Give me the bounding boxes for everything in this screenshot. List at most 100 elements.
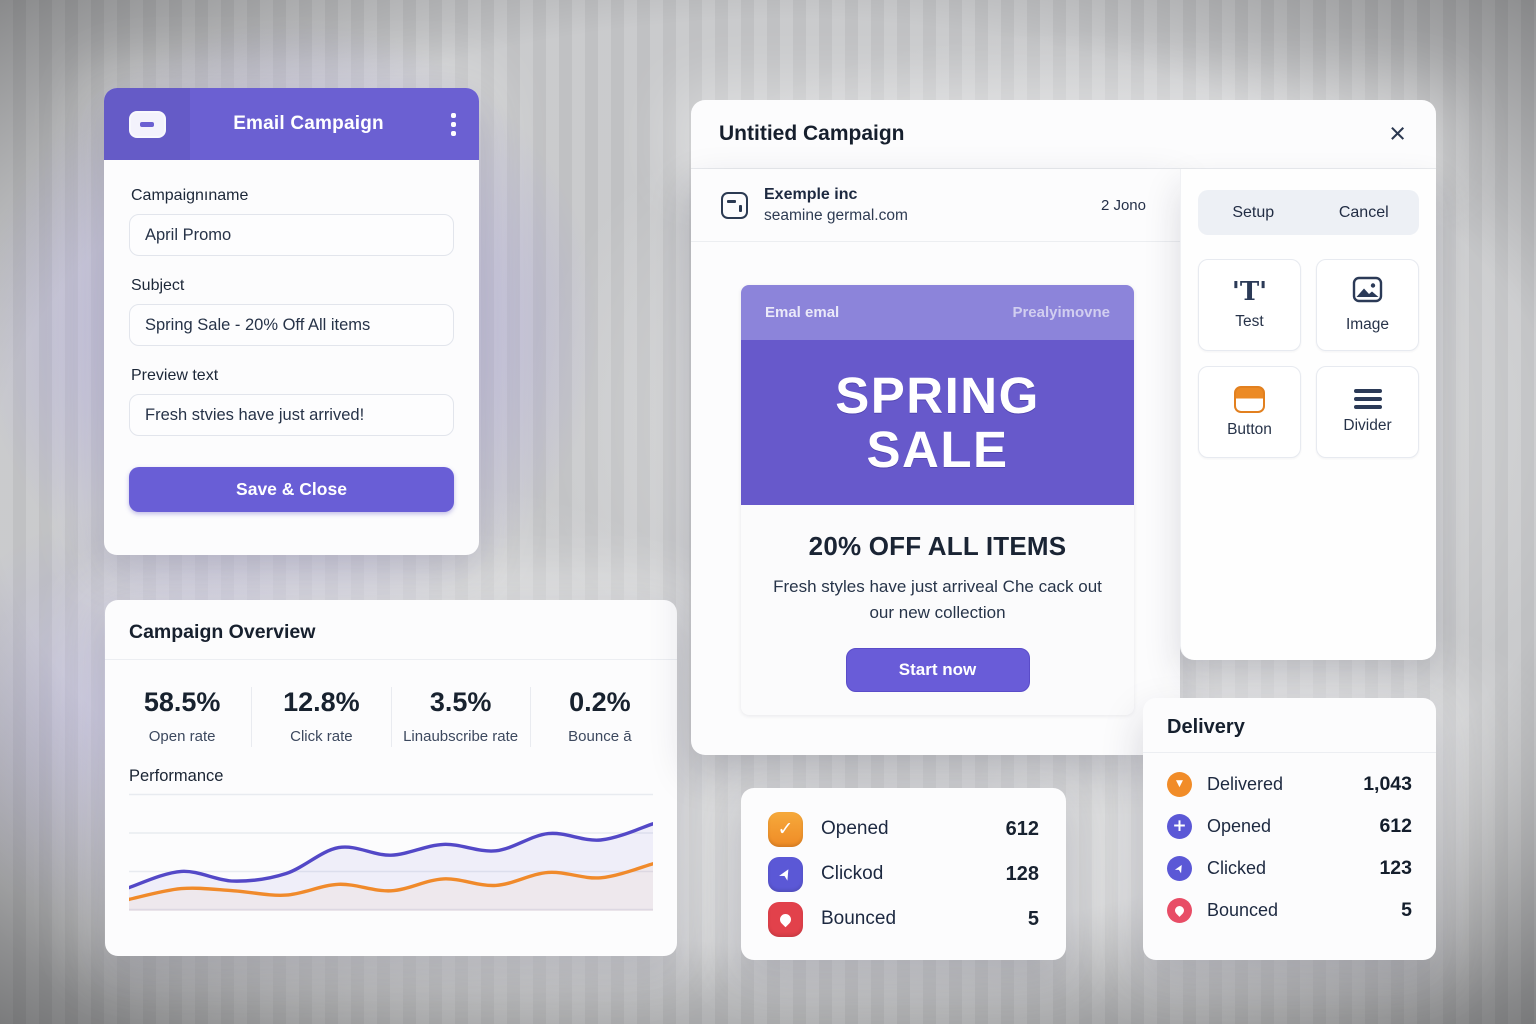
cursor-icon: ➤ [768,856,803,892]
delivery-row-value: 612 [1379,814,1412,837]
performance-label: Performance [129,767,224,786]
sender-row: Exemple inc seamine germal.com 2 Jono [691,169,1180,242]
close-icon[interactable]: × [1389,117,1406,150]
stat-row-value: 612 [1005,817,1039,840]
banner-line-2: SALE [866,420,1009,478]
delivery-row-opened: + Opened 612 [1167,805,1412,847]
stat-row-label: Opened [821,818,889,839]
stat-value: 0.2% [569,687,631,717]
delivery-row-bounced: Bounced 5 [1167,889,1412,931]
stat-unsubscribe-rate: 3.5% Linaubscribe rate [390,687,530,748]
campaign-overview-panel: Campaign Overview 58.5% Open rate 12.8% … [105,600,677,956]
block-label: Test [1235,313,1264,330]
delivery-row-value: 1,043 [1363,772,1412,795]
delivery-row-value: 123 [1379,856,1412,879]
block-label: Button [1227,420,1272,438]
block-button[interactable]: Button [1198,366,1301,458]
delivery-rows: ▼ Delivered 1,043 + Opened 612 ➤ Clicked… [1143,753,1436,931]
email-campaign-header: Email Campaign [104,88,479,160]
block-label: Image [1345,316,1390,333]
stat-value: 12.8% [283,687,360,717]
delivery-row-label: Opened [1207,815,1272,836]
cursor-icon: ➤ [1167,855,1192,881]
preview-text-input[interactable] [129,394,454,436]
stat-value: 58.5% [143,687,221,717]
block-divider[interactable]: Divider [1316,366,1419,458]
button-icon [1234,385,1265,413]
sender-email: seamine germal.com [764,206,908,224]
stat-row-bounced: Bounced 5 [768,897,1039,942]
delivery-panel: Delivery ▼ Delivered 1,043 + Opened 612 … [1143,698,1436,960]
spring-sale-banner: SPRING SALE [741,340,1134,505]
delivery-row-delivered: ▼ Delivered 1,043 [1167,763,1412,805]
email-preview-content: 20% OFF ALL ITEMS Fresh styles have just… [741,505,1134,692]
image-icon [1352,276,1383,308]
banner-line-1: SPRING [835,367,1040,425]
email-topbar-left-label: Emal emal [765,304,840,321]
stat-row-label: Clickod [821,863,884,884]
tab-setup[interactable]: Setup [1232,203,1275,221]
plus-icon: + [1167,813,1192,839]
stat-label: Click rate [290,728,353,745]
campaign-name-label: Campaignıname [131,187,249,204]
drop-icon [1167,897,1192,923]
campaign-name-input[interactable] [129,214,454,256]
offer-headline: 20% OFF ALL ITEMS [808,531,1067,561]
stat-label: Bounce ā [568,728,632,745]
untitled-campaign-title: Untitied Campaign [719,122,905,145]
untitled-campaign-body: Exemple inc seamine germal.com 2 Jono Em… [691,169,1180,755]
envelope-icon [128,110,166,138]
preview-text-label: Preview text [131,367,219,384]
stat-open-rate: 58.5% Open rate [113,687,251,747]
email-campaign-modal: Email Campaign Campaignıname Subject Pre… [104,88,479,555]
stat-click-rate: 12.8% Click rate [251,687,390,748]
sender-info: Exemple inc seamine germal.com [764,186,908,225]
performance-line-chart [129,794,653,912]
stat-label: Linaubscribe rate [403,728,519,745]
sender-name: Exemple inc [764,185,858,203]
email-preview-topbar: Emal emal Prealyimovne [741,285,1134,340]
block-label: Divider [1343,416,1392,434]
stat-bounce-rate: 0.2% Bounce ā [529,687,669,748]
campaign-overview-title: Campaign Overview [105,600,677,660]
offer-body-text: Fresh styles have just arriveal Che cack… [773,577,1102,623]
funnel-icon: ▼ [1167,771,1192,797]
setup-cancel-segmented-control: Setup Cancel [1198,190,1419,235]
kebab-menu-icon[interactable] [427,112,479,136]
delivery-row-label: Bounced [1207,899,1279,920]
delivery-row-label: Clicked [1207,857,1267,878]
content-blocks-grid: 'T' Test Image Button Divider [1198,259,1419,458]
check-icon: ✓ [768,811,803,847]
stats-row: 58.5% Open rate 12.8% Click rate 3.5% Li… [105,660,677,765]
stat-row-label: Bounced [821,908,897,929]
delivery-title: Delivery [1143,698,1436,753]
subject-label: Subject [131,277,185,294]
editor-sidebar: Setup Cancel 'T' Test Image B [1180,169,1436,660]
email-topbar-right-label: Prealyimovne [1012,304,1110,321]
delivery-row-label: Delivered [1207,773,1284,794]
stat-row-clicked: ➤ Clickod 128 [768,852,1039,897]
email-campaign-title: Email Campaign [233,113,384,134]
sender-icon [721,191,748,219]
untitled-campaign-header: Untitied Campaign × [691,100,1436,169]
stat-label: Open rate [148,728,216,745]
delivery-row-value: 5 [1401,898,1412,921]
app-icon-container [104,88,190,160]
stat-row-value: 128 [1005,862,1039,885]
text-icon: 'T' [1231,277,1268,307]
block-image[interactable]: Image [1316,259,1419,351]
subject-input[interactable] [129,304,454,346]
email-campaign-form: Campaignıname Subject Preview text Save … [104,160,479,512]
save-close-button[interactable]: Save & Close [129,467,454,512]
stat-row-value: 5 [1027,907,1039,930]
engagement-stats-card: ✓ Opened 612 ➤ Clickod 128 Bounced 5 [741,788,1066,960]
block-text[interactable]: 'T' Test [1198,259,1301,351]
stat-value: 3.5% [429,687,492,717]
delivery-row-clicked: ➤ Clicked 123 [1167,847,1412,889]
start-now-button[interactable]: Start now [845,647,1030,692]
stat-row-opened: ✓ Opened 612 [768,807,1039,852]
divider-icon [1353,389,1382,409]
drop-icon [768,901,803,937]
tab-cancel[interactable]: Cancel [1338,203,1389,221]
